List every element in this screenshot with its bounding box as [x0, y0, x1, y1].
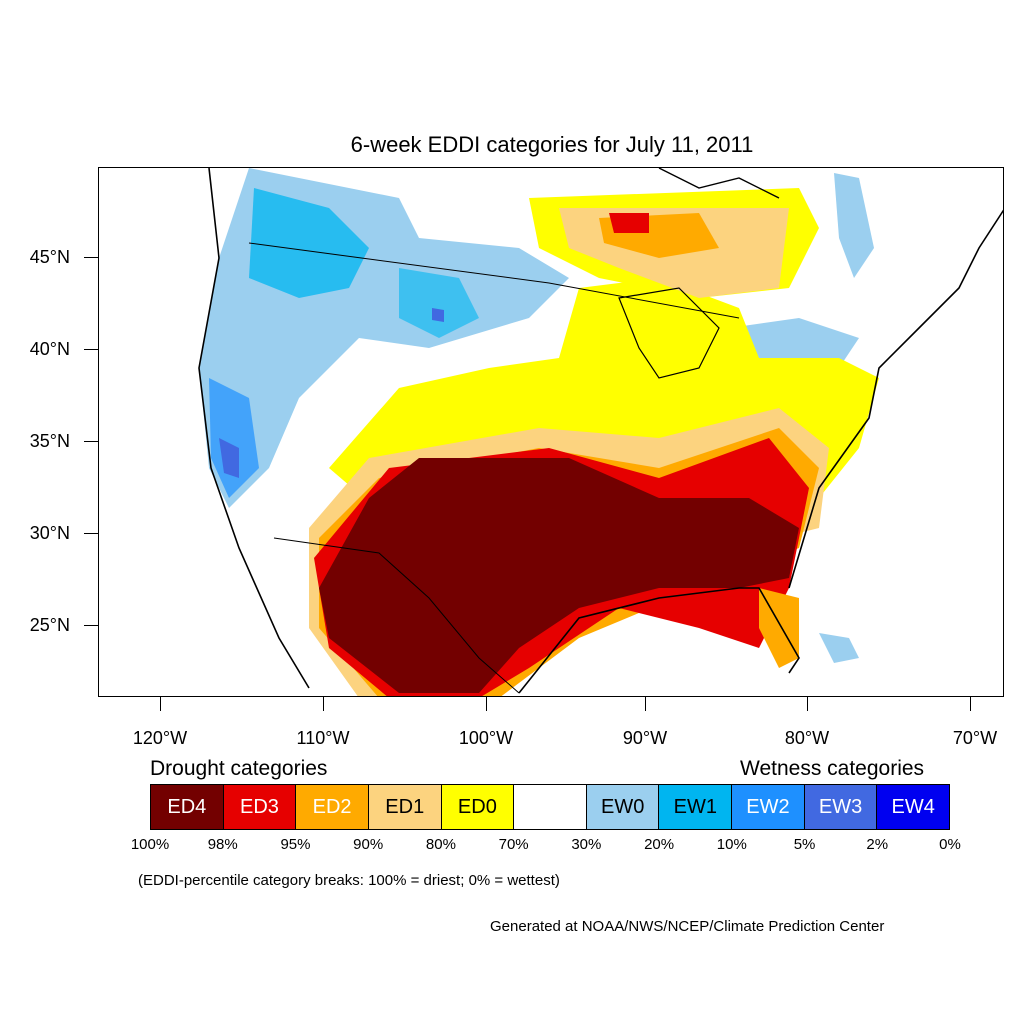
lat-tick-35 — [84, 441, 98, 442]
lat-tick-25 — [84, 625, 98, 626]
legend-cell-ew1: EW1 — [659, 785, 733, 829]
lat-tick-45 — [84, 257, 98, 258]
lat-label-25: 25°N — [29, 615, 70, 635]
wet-region-canada-east — [834, 173, 874, 278]
legend-break-label: 20% — [644, 836, 675, 853]
drought-heading: Drought categories — [150, 757, 328, 780]
wet-region-idaho-ew4 — [432, 308, 444, 322]
lat-label-45: 45°N — [29, 247, 70, 267]
legend-cell-ed4: ED4 — [151, 785, 224, 829]
legend-break-label: 98% — [207, 836, 238, 853]
legend-bar: ED4 ED3 ED2 ED1 ED0 EW0 EW1 EW2 EW3 EW4 — [150, 784, 950, 830]
border-us-mexico — [273, 537, 520, 694]
lat-label-40: 40°N — [29, 339, 70, 359]
legend-break-label: 30% — [571, 836, 602, 853]
legend-break-label: 0% — [939, 836, 961, 853]
border-us-canada — [248, 242, 740, 319]
legend-cell-ew3: EW3 — [804, 785, 878, 829]
lon-tick-90 — [645, 697, 646, 711]
lon-tick-100 — [486, 697, 487, 711]
wet-region-california-ew3 — [219, 438, 239, 478]
lon-label-80: 80°W — [784, 728, 830, 748]
legend-cell-ew0: EW0 — [586, 785, 660, 829]
lon-label-120: 120°W — [132, 728, 188, 748]
credit-line: Generated at NOAA/NWS/NCEP/Climate Predi… — [490, 918, 885, 935]
legend-break-label: 100% — [130, 836, 170, 853]
lon-label-70: 70°W — [952, 728, 998, 748]
lon-label-100: 100°W — [458, 728, 514, 748]
hudson-bay-coast — [658, 168, 780, 199]
legend-cell-ew2: EW2 — [732, 785, 805, 829]
wet-region-california — [209, 378, 259, 498]
legend-break-label: 90% — [353, 836, 384, 853]
coastline-east — [788, 209, 1003, 589]
wet-region-west-ew1 — [249, 188, 369, 298]
lon-label-110: 110°W — [296, 728, 350, 748]
lon-tick-80 — [807, 697, 808, 711]
legend-break-label: 70% — [498, 836, 529, 853]
coastline-west — [198, 168, 310, 689]
legend-break-label: 2% — [866, 836, 889, 853]
lat-tick-40 — [84, 349, 98, 350]
wet-region-montana — [399, 268, 479, 338]
legend-break-label: 10% — [716, 836, 747, 853]
legend-break-label: 95% — [280, 836, 311, 853]
legend-cell-ed1: ED1 — [368, 785, 442, 829]
lon-tick-120 — [160, 697, 161, 711]
lon-tick-70 — [970, 697, 971, 711]
dry-region-ed4-core — [319, 458, 799, 693]
legend-cell-ed2: ED2 — [296, 785, 369, 829]
eddi-map-canvas — [198, 168, 1003, 696]
wetness-heading: Wetness categories — [740, 757, 925, 780]
category-note: (EDDI-percentile category breaks: 100% =… — [138, 872, 560, 889]
wet-region-florida-keys — [819, 633, 859, 663]
lat-label-35: 35°N — [29, 431, 70, 451]
lon-tick-110 — [323, 697, 324, 711]
lon-label-90: 90°W — [622, 728, 668, 748]
dry-region-ed3-canada — [609, 213, 649, 233]
legend-cell-ew4: EW4 — [877, 785, 950, 829]
dry-region-ed3-florida — [759, 588, 799, 668]
legend-cell-ed0: ED0 — [441, 785, 515, 829]
lat-label-30: 30°N — [29, 523, 70, 543]
legend-break-label: 80% — [425, 836, 456, 853]
legend-break-label: 5% — [793, 836, 816, 853]
legend-cell-ed3: ED3 — [223, 785, 297, 829]
lat-tick-30 — [84, 533, 98, 534]
legend-cell-neutral — [514, 785, 587, 829]
eddi-map — [98, 167, 1004, 697]
great-lakes — [618, 287, 720, 379]
coastline-gulf — [518, 587, 800, 694]
map-title: 6-week EDDI categories for July 11, 2011 — [350, 132, 754, 157]
